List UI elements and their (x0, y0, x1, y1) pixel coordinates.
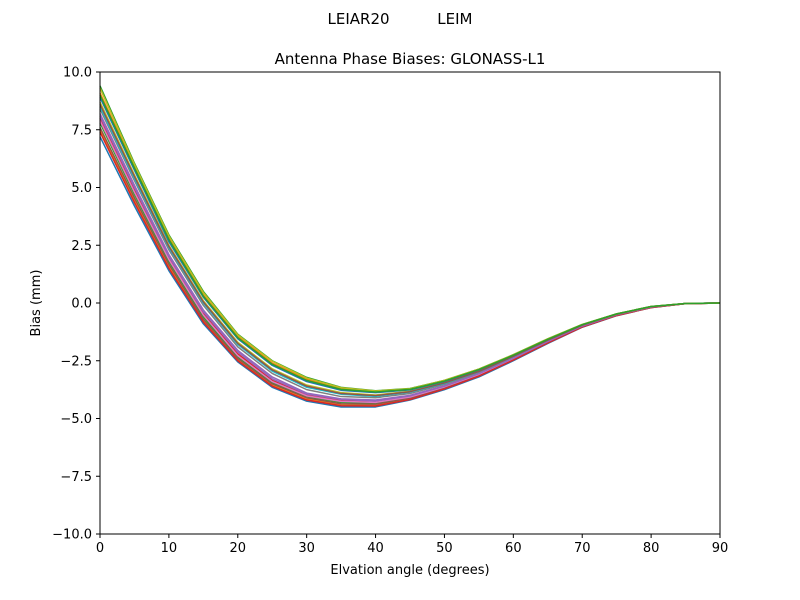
series-line-18 (99, 94, 721, 393)
y-tick-label: 0.0 (71, 297, 92, 312)
x-axis: 0 10 20 30 40 50 60 70 80 90 (96, 534, 728, 556)
y-tick-label: 10.0 (63, 66, 92, 81)
x-tick-label: 0 (96, 541, 104, 556)
series-layer (99, 85, 721, 408)
x-tick-label: 30 (298, 541, 315, 556)
y-axis: −10.0 −7.5 −5.0 −2.5 0.0 2.5 5.0 7.5 10.0 (52, 66, 100, 543)
y-tick-label: 2.5 (71, 239, 92, 254)
y-tick-label: 5.0 (71, 181, 92, 196)
x-tick-label: 40 (367, 541, 384, 556)
x-tick-label: 50 (436, 541, 453, 556)
y-tick-label: −5.0 (60, 412, 92, 427)
x-tick-label: 70 (574, 541, 591, 556)
x-axis-label: Elvation angle (degrees) (330, 563, 489, 578)
figure-suptitle: LEIAR20 LEIM (328, 10, 473, 28)
y-tick-label: −7.5 (60, 470, 92, 485)
chart-title: Antenna Phase Biases: GLONASS-L1 (275, 50, 546, 68)
y-tick-label: −10.0 (52, 528, 92, 543)
x-tick-label: 60 (505, 541, 522, 556)
y-tick-label: −2.5 (60, 354, 92, 369)
x-tick-label: 10 (161, 541, 178, 556)
y-axis-label: Bias (mm) (29, 270, 44, 337)
y-tick-label: 7.5 (71, 123, 92, 138)
x-tick-label: 90 (712, 541, 729, 556)
x-tick-label: 80 (643, 541, 660, 556)
x-tick-label: 20 (230, 541, 247, 556)
